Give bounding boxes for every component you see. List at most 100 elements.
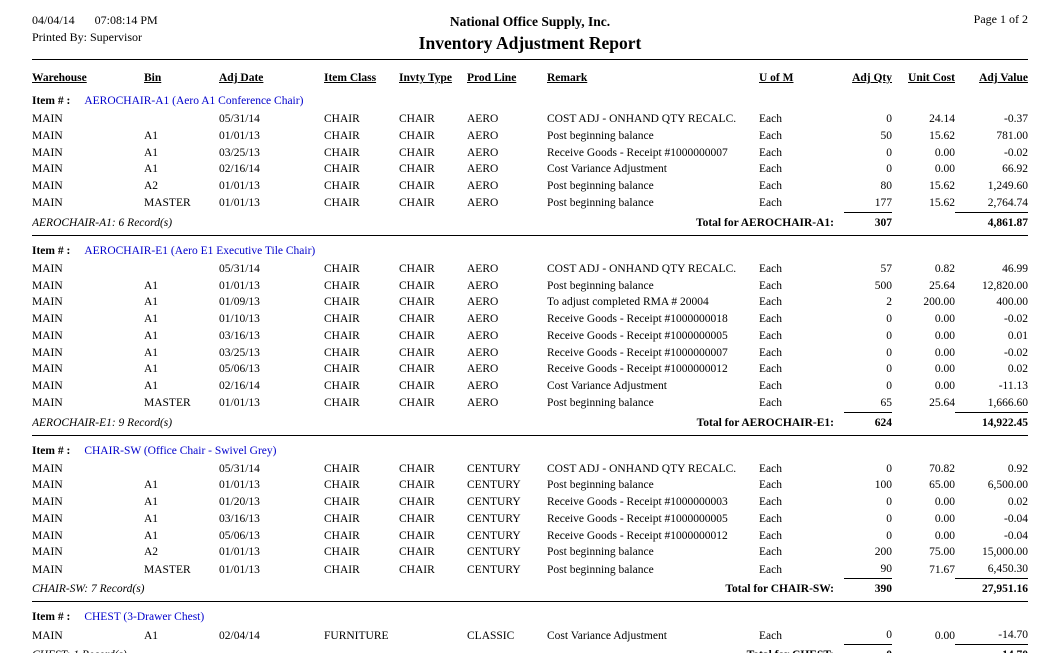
cell-adj-value: 15,000.00 — [982, 546, 1028, 559]
cell-unit-cost: 0.00 — [934, 529, 955, 542]
col-header-uom: U of M — [759, 72, 794, 84]
cell-remark: To adjust completed RMA # 20004 — [547, 296, 709, 309]
cell-bin: A1 — [144, 380, 159, 393]
cell-adj-value: 0.02 — [1007, 496, 1028, 509]
cell-unit-cost: 0.00 — [934, 163, 955, 176]
cell-remark: Post beginning balance — [547, 563, 654, 576]
cell-invty-type: CHAIR — [399, 163, 435, 176]
table-row: MAIN MASTER 01/01/13 CHAIR CHAIR AERO Post beg… — [32, 195, 1028, 212]
cell-item-class: CHAIR — [324, 346, 360, 359]
item-link[interactable]: AEROCHAIR-A1 (Aero A1 Conference Chair) — [84, 95, 304, 107]
cell-invty-type: CHAIR — [399, 546, 435, 559]
cell-item-class: CHAIR — [324, 546, 360, 559]
table-row: MAIN 05/31/14 CHAIR CHAIR AERO COST ADJ - ONH… — [32, 261, 1028, 278]
cell-uom: Each — [759, 546, 782, 559]
col-header-warehouse: Warehouse — [32, 72, 87, 84]
cell-warehouse: MAIN — [32, 262, 63, 275]
cell-adj-qty: 0 — [886, 346, 892, 359]
cell-uom: Each — [759, 397, 782, 410]
total-unit-cost-blank — [892, 578, 955, 602]
cell-bin: MASTER — [144, 563, 191, 576]
cell-remark: Receive Goods - Receipt #1000000007 — [547, 346, 728, 359]
cell-adj-date: 03/25/13 — [219, 346, 260, 359]
company-name: National Office Supply, Inc. — [449, 14, 611, 29]
table-row: MAIN MASTER 01/01/13 CHAIR CHAIR CENTURY Post … — [32, 562, 1028, 579]
cell-warehouse: MAIN — [32, 462, 63, 475]
col-header-adj-date: Adj Date — [219, 72, 264, 84]
cell-bin: A1 — [144, 146, 159, 159]
table-row: MAIN MASTER 01/01/13 CHAIR CHAIR AERO Post beg… — [32, 395, 1028, 412]
cell-unit-cost: 15.62 — [929, 129, 955, 142]
cell-adj-value: 0.92 — [1007, 462, 1028, 475]
cell-invty-type: CHAIR — [399, 296, 435, 309]
cell-invty-type: CHAIR — [399, 512, 435, 525]
cell-remark: Post beginning balance — [547, 279, 654, 292]
cell-adj-date: 02/16/14 — [219, 380, 260, 393]
table-row: MAIN 05/31/14 CHAIR CHAIR CENTURY COST ADJ - … — [32, 461, 1028, 478]
cell-uom: Each — [759, 279, 782, 292]
cell-prod-line: AERO — [467, 197, 499, 210]
cell-uom: Each — [759, 129, 782, 142]
table-row: MAIN A1 02/16/14 CHAIR CHAIR AERO Cost Varianc… — [32, 162, 1028, 179]
cell-warehouse: MAIN — [32, 479, 63, 492]
cell-remark: Cost Variance Adjustment — [547, 629, 667, 642]
cell-unit-cost: 25.64 — [929, 279, 955, 292]
cell-adj-value: 12,820.00 — [982, 279, 1028, 292]
table-row: MAIN A1 01/01/13 CHAIR CHAIR CENTURY Post begi… — [32, 478, 1028, 495]
cell-unit-cost: 75.00 — [929, 546, 955, 559]
cell-remark: COST ADJ - ONHAND QTY RECALC. — [547, 462, 737, 475]
cell-prod-line: AERO — [467, 262, 499, 275]
table-row: MAIN A2 01/01/13 CHAIR CHAIR CENTURY Post begi… — [32, 545, 1028, 562]
cell-item-class: CHAIR — [324, 462, 360, 475]
total-unit-cost-blank — [892, 412, 955, 436]
cell-prod-line: CENTURY — [467, 462, 521, 475]
cell-adj-value: 0.02 — [1007, 363, 1028, 376]
total-label: Total for CHAIR-SW: — [547, 578, 844, 602]
cell-unit-cost: 70.82 — [929, 462, 955, 475]
cell-uom: Each — [759, 629, 782, 642]
item-link[interactable]: AEROCHAIR-E1 (Aero E1 Executive Tile Cha… — [84, 244, 316, 257]
cell-adj-value: -0.37 — [1004, 113, 1028, 126]
cell-prod-line: AERO — [467, 113, 499, 126]
cell-prod-line: AERO — [467, 180, 499, 193]
cell-unit-cost: 71.67 — [929, 563, 955, 576]
cell-remark: Receive Goods - Receipt #1000000007 — [547, 146, 728, 159]
cell-adj-value: -0.04 — [1004, 512, 1028, 525]
cell-adj-value: 400.00 — [996, 296, 1028, 309]
item-group-header: Item # : AEROCHAIR-A1 (Aero A1 Conference… — [32, 86, 1028, 112]
cell-item-class: CHAIR — [324, 262, 360, 275]
cell-remark: Post beginning balance — [547, 180, 654, 193]
table-row: MAIN A1 03/16/13 CHAIR CHAIR AERO Receive Good… — [32, 328, 1028, 345]
item-number-label: Item # : — [32, 95, 71, 107]
cell-item-class: CHAIR — [324, 163, 360, 176]
cell-uom: Each — [759, 380, 782, 393]
cell-adj-qty: 0 — [886, 329, 892, 342]
cell-adj-date: 05/31/14 — [219, 113, 260, 126]
col-header-remark: Remark — [547, 72, 588, 84]
cell-remark: Receive Goods - Receipt #1000000012 — [547, 363, 728, 376]
item-link[interactable]: CHAIR-SW (Office Chair - Swivel Grey) — [84, 444, 277, 457]
cell-bin: A1 — [144, 479, 159, 492]
cell-uom: Each — [759, 346, 782, 359]
cell-prod-line: CENTURY — [467, 496, 521, 509]
cell-warehouse: MAIN — [32, 496, 63, 509]
cell-item-class: CHAIR — [324, 113, 360, 126]
cell-prod-line: AERO — [467, 129, 499, 142]
cell-item-class: CHAIR — [324, 129, 360, 142]
cell-uom: Each — [759, 363, 782, 376]
item-link[interactable]: CHEST (3-Drawer Chest) — [84, 610, 205, 623]
table-row: MAIN A1 03/25/13 CHAIR CHAIR AERO Receive Good… — [32, 345, 1028, 362]
cell-adj-value: 6,500.00 — [987, 479, 1028, 492]
cell-adj-value: -11.13 — [998, 380, 1028, 393]
cell-adj-date: 05/06/13 — [219, 363, 260, 376]
total-unit-cost-blank — [892, 212, 955, 236]
cell-warehouse: MAIN — [32, 380, 63, 393]
cell-uom: Each — [759, 262, 782, 275]
total-label: Total for AEROCHAIR-E1: — [547, 412, 844, 436]
cell-prod-line: CENTURY — [467, 546, 521, 559]
cell-adj-qty: 0 — [886, 363, 892, 376]
cell-uom: Each — [759, 496, 782, 509]
col-header-unit-cost: Unit Cost — [908, 72, 955, 84]
cell-warehouse: MAIN — [32, 313, 63, 326]
cell-bin — [144, 112, 219, 129]
